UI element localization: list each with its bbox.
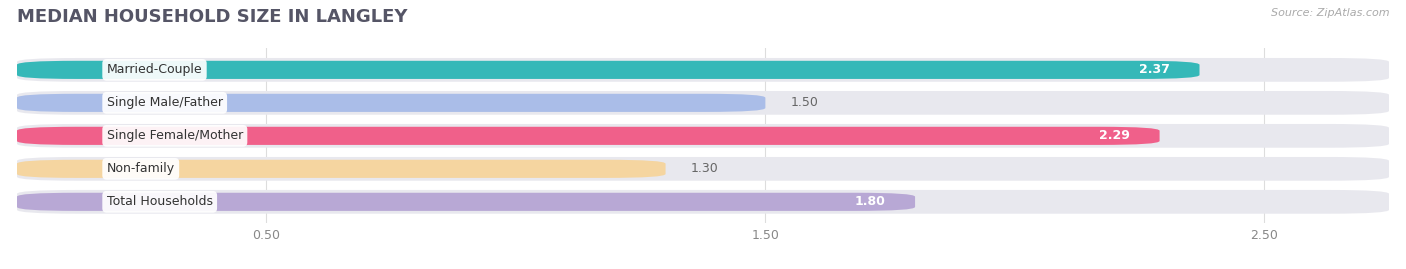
FancyBboxPatch shape bbox=[17, 91, 1389, 115]
Text: Single Female/Mother: Single Female/Mother bbox=[107, 129, 243, 142]
FancyBboxPatch shape bbox=[17, 58, 1389, 82]
Text: MEDIAN HOUSEHOLD SIZE IN LANGLEY: MEDIAN HOUSEHOLD SIZE IN LANGLEY bbox=[17, 8, 408, 26]
FancyBboxPatch shape bbox=[17, 193, 915, 211]
Text: 1.80: 1.80 bbox=[855, 195, 886, 208]
Text: Total Households: Total Households bbox=[107, 195, 212, 208]
FancyBboxPatch shape bbox=[17, 190, 1389, 214]
FancyBboxPatch shape bbox=[17, 127, 1160, 145]
Text: 1.50: 1.50 bbox=[790, 96, 818, 109]
FancyBboxPatch shape bbox=[17, 160, 665, 178]
FancyBboxPatch shape bbox=[17, 157, 1389, 181]
Text: 2.37: 2.37 bbox=[1139, 63, 1170, 76]
Text: Single Male/Father: Single Male/Father bbox=[107, 96, 222, 109]
FancyBboxPatch shape bbox=[17, 124, 1389, 148]
Text: Married-Couple: Married-Couple bbox=[107, 63, 202, 76]
Text: Source: ZipAtlas.com: Source: ZipAtlas.com bbox=[1271, 8, 1389, 18]
FancyBboxPatch shape bbox=[17, 94, 765, 112]
FancyBboxPatch shape bbox=[17, 61, 1199, 79]
Text: Non-family: Non-family bbox=[107, 162, 174, 175]
Text: 2.29: 2.29 bbox=[1098, 129, 1129, 142]
Text: 1.30: 1.30 bbox=[690, 162, 718, 175]
